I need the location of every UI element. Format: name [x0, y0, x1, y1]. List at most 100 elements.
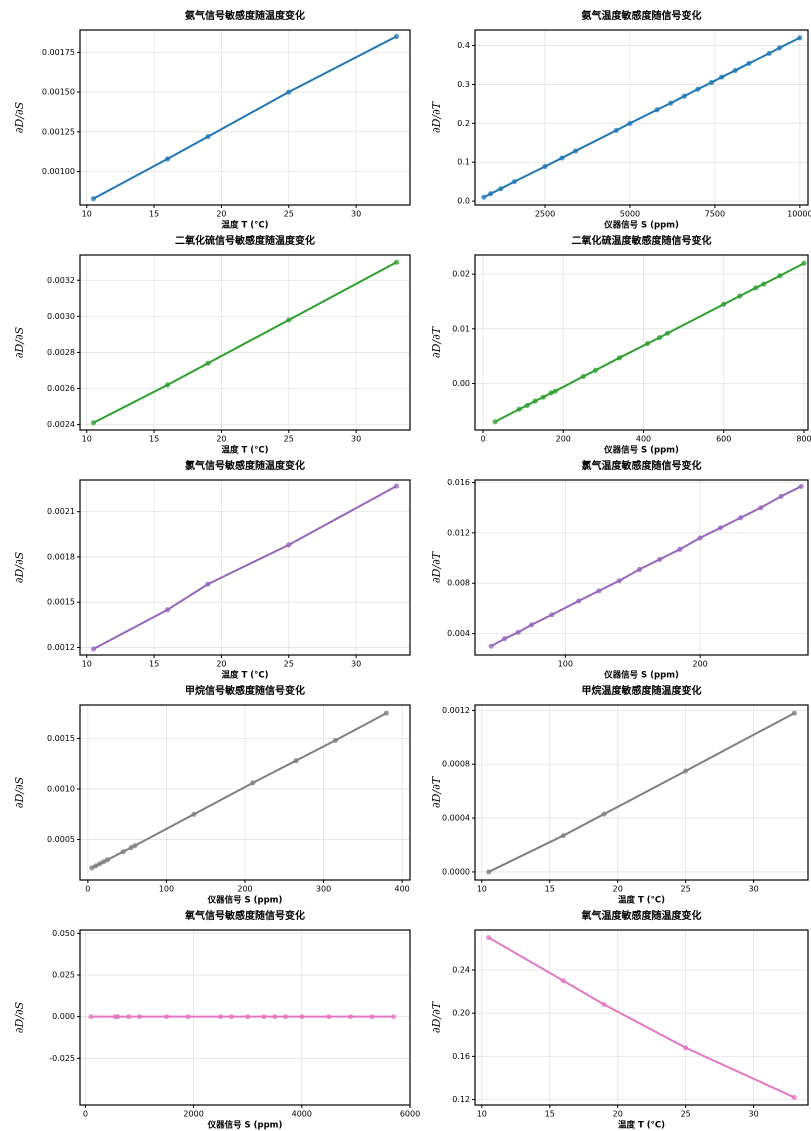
line — [488, 712, 795, 873]
y-tick-label: 0.012 — [447, 528, 470, 537]
y-tick-label: 0.01 — [452, 324, 470, 333]
marker — [97, 861, 103, 867]
x-tick-label: 30 — [351, 435, 361, 444]
x-axis-label: 仪器信号 S (ppm) — [603, 220, 679, 231]
marker — [746, 60, 752, 67]
x-axis-label: 温度 T (°C) — [222, 220, 269, 231]
line — [483, 36, 801, 199]
y-tick-label: 0.0015 — [47, 598, 75, 607]
marker — [250, 780, 256, 786]
x-tick-label: 25 — [681, 885, 691, 894]
marker — [90, 196, 97, 202]
y-axis-label: ∂D/∂T — [430, 100, 443, 133]
y-axis-label: ∂D/∂S — [13, 551, 26, 583]
x-tick-label: 20 — [613, 1110, 623, 1119]
x-tick-label: 10 — [82, 435, 92, 444]
y-tick-label: 0.4 — [457, 41, 470, 50]
marker — [540, 394, 546, 400]
marker — [753, 285, 759, 291]
x-axis-label: 温度 T (°C) — [618, 895, 665, 906]
marker — [391, 1014, 397, 1020]
marker — [185, 1014, 191, 1020]
y-tick-label: 0.12 — [452, 1095, 470, 1104]
y-axis-label: ∂D/∂S — [13, 101, 26, 133]
y-tick-label: 0.00150 — [42, 88, 75, 97]
plot-frame — [474, 704, 809, 881]
x-tick-label: 10 — [82, 660, 92, 669]
marker — [492, 419, 498, 425]
x-tick-label: 15 — [545, 1110, 555, 1119]
marker — [104, 857, 111, 863]
chart-title: 氯气温度敏感度随信号变化 — [582, 459, 702, 472]
marker — [766, 50, 772, 56]
x-tick-label: 10 — [477, 885, 487, 894]
plot-frame — [79, 929, 411, 1106]
marker — [695, 86, 701, 92]
plot-frame — [79, 254, 411, 431]
chart-title: 甲烷信号敏感度随信号变化 — [185, 684, 305, 697]
y-tick-label: 0.02 — [452, 270, 470, 279]
y-tick-label: 0.00100 — [42, 167, 75, 176]
x-tick-label: 25 — [284, 660, 294, 669]
x-tick-label: 20 — [216, 435, 226, 444]
y-tick-label: 0.0021 — [47, 507, 75, 516]
marker — [683, 768, 689, 774]
marker — [801, 260, 807, 266]
chart-title: 甲烷温度敏感度随温度变化 — [582, 684, 702, 697]
marker — [791, 710, 798, 716]
marker — [697, 535, 703, 541]
marker — [797, 35, 803, 41]
y-axis-label: ∂D/∂T — [430, 325, 443, 358]
x-tick-label: 10 — [477, 1110, 487, 1119]
x-tick-label: 20 — [216, 210, 226, 219]
y-tick-label: 0.004 — [447, 629, 470, 638]
plot-frame — [79, 479, 411, 656]
marker — [245, 1014, 251, 1020]
marker — [511, 179, 518, 185]
x-tick-label: 15 — [149, 660, 159, 669]
y-tick-label: 0.20 — [452, 1009, 470, 1018]
y-tick-label: 0.0010 — [47, 784, 75, 793]
y-tick-label: 0.000 — [52, 1012, 75, 1021]
x-axis-label: 仪器信号 S (ppm) — [603, 445, 679, 456]
y-tick-label: 0.00125 — [42, 127, 75, 136]
marker — [488, 643, 494, 649]
marker — [88, 1014, 94, 1020]
marker — [560, 978, 566, 984]
marker — [502, 636, 508, 642]
marker — [515, 629, 521, 635]
marker — [657, 556, 663, 562]
marker — [393, 33, 400, 39]
x-tick-label: 20 — [216, 660, 226, 669]
marker — [115, 1014, 121, 1020]
marker — [205, 360, 211, 366]
marker — [549, 612, 555, 618]
x-axis-label: 仪器信号 S (ppm) — [207, 895, 283, 906]
y-tick-label: 0.0000 — [442, 867, 470, 876]
y-tick-label: 0.0015 — [47, 734, 75, 743]
marker — [560, 832, 566, 839]
marker — [761, 281, 767, 287]
x-tick-label: 25 — [284, 210, 294, 219]
marker — [164, 156, 171, 162]
x-axis-label: 仪器信号 S (ppm) — [207, 1120, 283, 1131]
x-tick-label: 0 — [83, 1110, 88, 1119]
y-tick-label: 0.2 — [457, 119, 470, 128]
marker — [191, 811, 197, 817]
marker — [654, 107, 660, 113]
y-axis-label: ∂D/∂T — [430, 550, 443, 583]
marker — [393, 259, 400, 265]
marker — [798, 483, 804, 489]
x-tick-label: 2500 — [535, 210, 555, 219]
marker — [132, 843, 138, 849]
marker — [516, 406, 522, 412]
line — [490, 485, 802, 648]
x-tick-label: 7500 — [705, 210, 725, 219]
chart-title: 二氧化硫温度敏感度随信号变化 — [572, 234, 712, 247]
marker — [664, 330, 671, 336]
y-tick-label: 0.16 — [452, 1052, 470, 1061]
line — [488, 936, 795, 1099]
x-tick-label: 100 — [558, 660, 573, 669]
y-tick-label: 0.016 — [447, 478, 470, 487]
